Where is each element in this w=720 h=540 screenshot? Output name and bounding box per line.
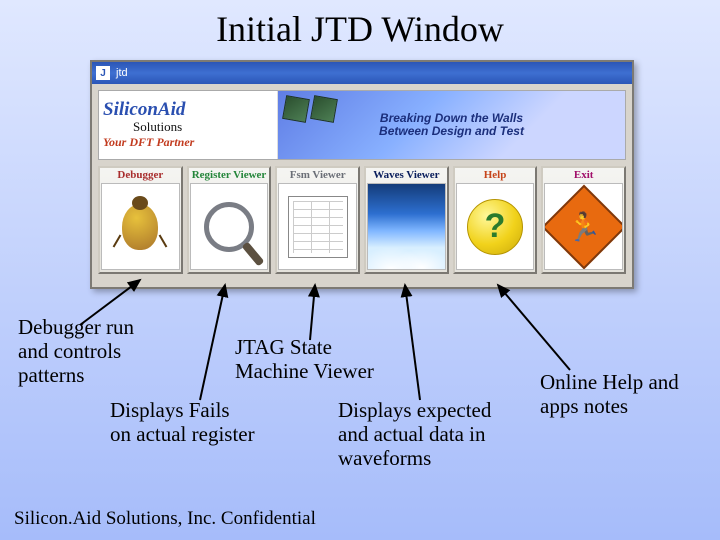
bug-icon (101, 183, 180, 270)
fsm-viewer-label: Fsm Viewer (290, 170, 346, 181)
annotation-register: Displays Fails on actual register (110, 398, 330, 446)
debugger-label: Debugger (117, 170, 163, 181)
main-toolbar: Debugger Register Viewer Fsm Viewer Wave… (98, 166, 626, 274)
company-logo-text: SiliconAid (103, 100, 273, 119)
help-label: Help (484, 170, 507, 181)
banner: SiliconAid Solutions Your DFT Partner Br… (98, 90, 626, 160)
titlebar-text: jtd (116, 67, 128, 79)
question-icon: ? (456, 183, 535, 270)
titlebar: J jtd (92, 62, 632, 84)
register-viewer-button[interactable]: Register Viewer (187, 166, 272, 274)
state-table-icon (278, 183, 357, 270)
chip-graphic-icon (284, 97, 336, 121)
exit-label: Exit (574, 170, 594, 181)
annotation-waves: Displays expected and actual data in wav… (338, 398, 558, 470)
exit-run-icon: 🏃 (544, 183, 623, 270)
debugger-button[interactable]: Debugger (98, 166, 183, 274)
waves-icon (367, 183, 446, 270)
footer-confidential: Silicon.Aid Solutions, Inc. Confidential (14, 508, 316, 530)
exit-button[interactable]: Exit 🏃 (541, 166, 626, 274)
banner-logo-panel: SiliconAid Solutions Your DFT Partner (99, 91, 278, 159)
annotation-debugger: Debugger run and controls patterns (18, 315, 188, 387)
magnifier-icon (190, 183, 269, 270)
annotation-fsm: JTAG State Machine Viewer (235, 335, 435, 383)
annotation-help: Online Help and apps notes (540, 370, 720, 418)
slide-title: Initial JTD Window (0, 0, 720, 50)
banner-solutions: Solutions (133, 119, 273, 135)
banner-graphic-panel: Breaking Down the Walls Between Design a… (278, 91, 625, 159)
help-button[interactable]: Help ? (453, 166, 538, 274)
register-viewer-label: Register Viewer (192, 170, 267, 181)
banner-break-walls-text: Breaking Down the Walls Between Design a… (379, 112, 524, 138)
fsm-viewer-button[interactable]: Fsm Viewer (275, 166, 360, 274)
jtd-window: J jtd SiliconAid Solutions Your DFT Part… (90, 60, 634, 289)
banner-partner-tagline: Your DFT Partner (103, 135, 273, 150)
waves-viewer-label: Waves Viewer (373, 170, 439, 181)
waves-viewer-button[interactable]: Waves Viewer (364, 166, 449, 274)
app-icon: J (96, 66, 110, 80)
